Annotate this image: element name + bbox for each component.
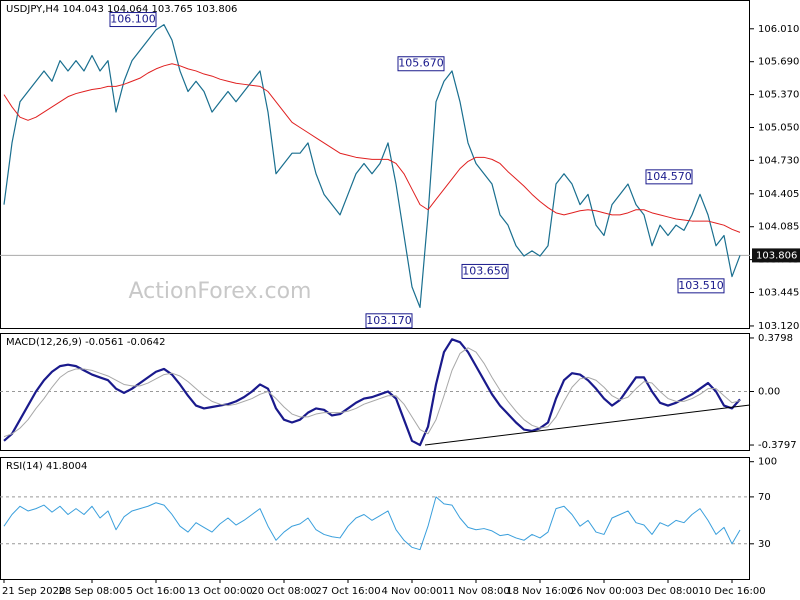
- panel-frame: [0, 0, 750, 329]
- last-price-label: 103.806: [756, 250, 797, 261]
- y-tick-label: 0.3798: [758, 333, 793, 344]
- y-tick-label: 0.00: [758, 387, 780, 398]
- annotation-box: [677, 278, 725, 294]
- y-tick-label: 30: [758, 539, 771, 550]
- x-tick-label: 13 Oct 00:00: [187, 586, 252, 597]
- x-tick-label: 27 Oct 16:00: [315, 586, 380, 597]
- y-tick-label: 105.370: [758, 90, 799, 101]
- annotation-label: 103.510: [678, 279, 724, 292]
- series-line: [3, 24, 741, 309]
- x-tick-label: 10 Dec 16:00: [698, 586, 765, 597]
- series-line: [3, 347, 741, 438]
- y-tick-label: 106.010: [758, 24, 799, 35]
- annotation-box: [397, 56, 445, 72]
- annotation-label: 105.670: [398, 57, 444, 70]
- x-tick-label: 21 Sep 2020: [2, 586, 65, 597]
- series-line: [3, 496, 741, 551]
- y-tick-label: 104.085: [758, 222, 799, 233]
- annotation-box: [645, 169, 693, 185]
- last-price-box: [752, 248, 800, 263]
- y-tick-label: 70: [758, 492, 771, 503]
- panel-frame: [0, 457, 750, 580]
- annotation-box: [109, 12, 157, 28]
- series-line: [3, 338, 741, 447]
- panel-title: MACD(12,26,9) -0.0561 -0.0642: [6, 337, 166, 348]
- x-tick-label: 3 Dec 08:00: [638, 586, 699, 597]
- annotation-label: 103.650: [462, 264, 508, 277]
- x-tick-label: 18 Nov 16:00: [506, 586, 573, 597]
- x-tick-label: 28 Sep 08:00: [59, 586, 126, 597]
- annotation-box: [461, 263, 509, 279]
- series-line: [3, 63, 741, 233]
- y-tick-label: 104.405: [758, 189, 799, 200]
- watermark: ActionForex.com: [129, 279, 312, 304]
- y-tick-label: 104.730: [758, 155, 799, 166]
- x-tick-label: 26 Nov 00:00: [570, 586, 637, 597]
- y-tick-label: 100: [758, 457, 777, 468]
- annotation-box: [365, 313, 413, 329]
- annotation-label: 103.170: [366, 314, 412, 327]
- y-tick-label: 103.445: [758, 288, 799, 299]
- annotation-label: 104.570: [646, 170, 692, 183]
- x-tick-label: 20 Oct 08:00: [251, 586, 316, 597]
- y-tick-label: 105.690: [758, 57, 799, 68]
- trend-line: [424, 404, 751, 446]
- x-tick-label: 5 Oct 16:00: [127, 586, 186, 597]
- y-tick-label: -0.3797: [758, 440, 797, 451]
- x-tick-label: 4 Nov 00:00: [381, 586, 442, 597]
- y-tick-label: 105.050: [758, 122, 799, 133]
- annotation-label: 106.100: [110, 13, 156, 26]
- panel-title: RSI(14) 41.8004: [6, 461, 87, 472]
- x-tick-label: 11 Nov 08:00: [442, 586, 509, 597]
- panel-title: USDJPY,H4 104.043 104.064 103.765 103.80…: [6, 4, 237, 15]
- y-tick-label: 103.120: [758, 321, 799, 332]
